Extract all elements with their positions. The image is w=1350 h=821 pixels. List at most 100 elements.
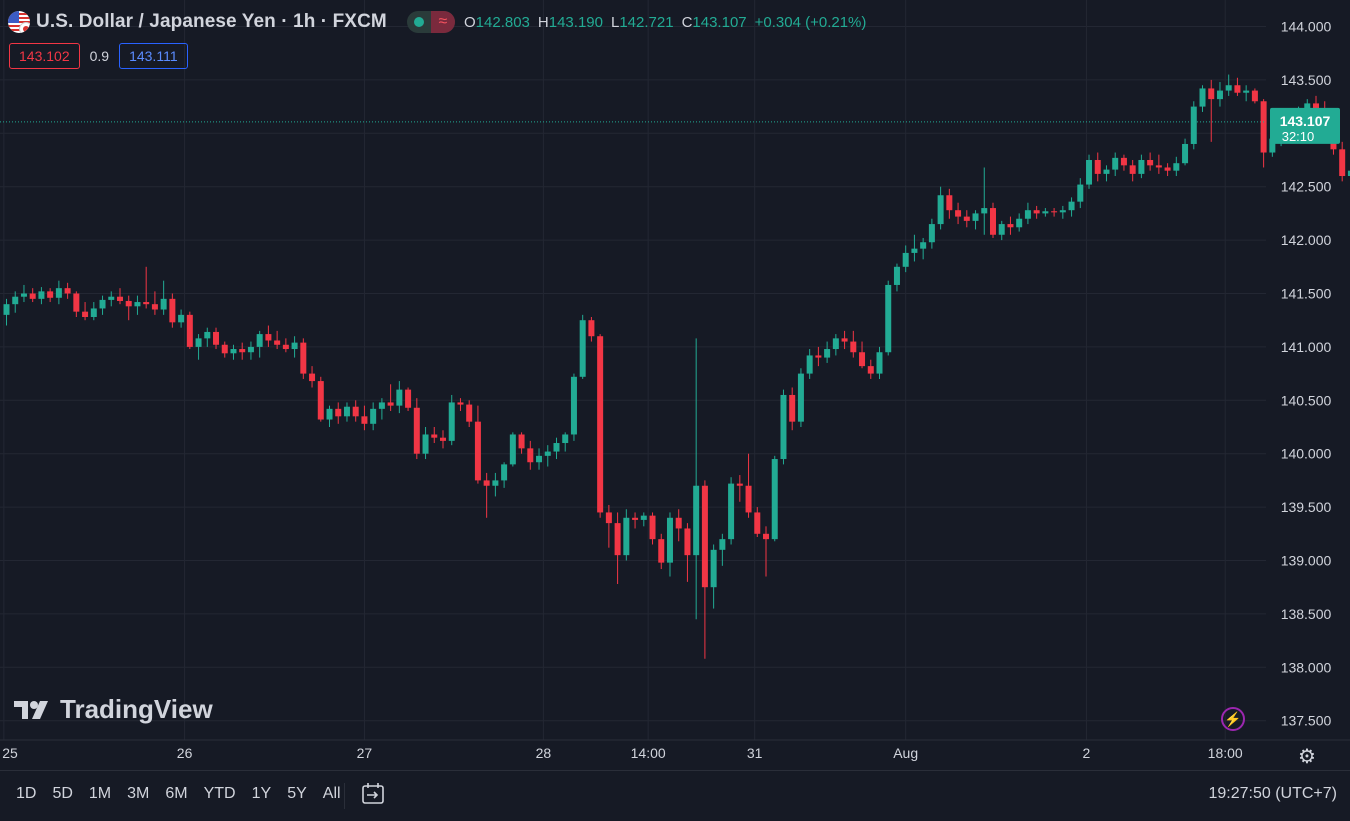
candle-body	[1191, 107, 1197, 144]
candle	[1165, 163, 1171, 176]
candle	[920, 238, 926, 259]
candle-body	[938, 195, 944, 224]
candle-body	[335, 409, 341, 416]
candle-body	[1016, 219, 1022, 228]
buy-button[interactable]: 143.111	[119, 43, 188, 69]
candle	[1060, 206, 1066, 219]
lightning-icon[interactable]: ⚡	[1221, 707, 1245, 731]
candle-body	[449, 402, 455, 440]
candle-body	[187, 315, 193, 347]
candle-body	[108, 297, 114, 300]
candle-body	[38, 291, 44, 298]
candle	[466, 400, 472, 427]
settings-gear-icon[interactable]: ⚙	[1298, 744, 1316, 769]
candle-body	[658, 539, 664, 562]
candle	[1173, 157, 1179, 176]
candle	[1147, 153, 1153, 171]
candle-body	[4, 304, 10, 315]
range-button-5d[interactable]: 5D	[44, 785, 80, 803]
candle	[702, 480, 708, 658]
x-tick-label: 31	[747, 745, 763, 761]
symbol-title[interactable]: U.S. Dollar / Japanese Yen · 1h · FXCM	[36, 11, 387, 33]
candle	[501, 462, 507, 488]
candle	[1226, 75, 1232, 96]
candle-body	[1243, 91, 1249, 93]
candle-body	[265, 334, 271, 340]
candle-body	[56, 288, 62, 298]
candle-body	[1208, 88, 1214, 99]
candle-body	[283, 345, 289, 349]
range-button-6m[interactable]: 6M	[157, 785, 195, 803]
candle-body	[1147, 160, 1153, 165]
tradingview-watermark[interactable]: TradingView	[14, 694, 213, 725]
candle-body	[1234, 85, 1240, 92]
x-tick-label: 27	[357, 745, 373, 761]
candle-body	[920, 242, 926, 248]
candle-body	[737, 484, 743, 486]
candle	[292, 336, 298, 357]
candle-body	[134, 302, 140, 306]
candle-body	[684, 528, 690, 555]
candle	[248, 342, 254, 360]
candle-body	[877, 352, 883, 373]
candle	[990, 203, 996, 238]
candle-body	[1086, 160, 1092, 185]
candle	[431, 427, 437, 443]
candle-body	[379, 402, 385, 408]
candle	[536, 448, 542, 469]
range-button-1m[interactable]: 1M	[81, 785, 119, 803]
candle	[30, 288, 36, 302]
candle-body	[143, 302, 149, 304]
candle-body	[239, 349, 245, 352]
price-axis[interactable]: 144.000143.500143.000142.500142.000141.5…	[1270, 19, 1340, 729]
candle	[47, 288, 53, 302]
candle	[580, 315, 586, 379]
candle	[423, 427, 429, 459]
candle-body	[597, 336, 603, 512]
candle-body	[47, 291, 53, 297]
candle-body	[300, 343, 306, 374]
range-button-1d[interactable]: 1D	[8, 785, 44, 803]
candle-body	[772, 459, 778, 539]
range-button-1y[interactable]: 1Y	[244, 785, 280, 803]
sell-button[interactable]: 143.102	[9, 43, 80, 69]
candle	[641, 512, 647, 526]
x-tick-label: Aug	[893, 745, 918, 761]
high-label: H	[538, 14, 549, 31]
candle-body	[466, 405, 472, 422]
candle	[1234, 78, 1240, 96]
range-button-3m[interactable]: 3M	[119, 785, 157, 803]
candle	[632, 512, 638, 528]
candle	[1138, 155, 1144, 178]
symbol-header: U.S. Dollar / Japanese Yen · 1h · FXCM ≈	[8, 10, 455, 34]
candle-body	[833, 338, 839, 349]
go-to-date-icon[interactable]	[361, 782, 385, 806]
candle-body	[65, 288, 71, 293]
candle-body	[475, 422, 481, 481]
market-status-pill[interactable]: ≈	[407, 11, 455, 33]
candle	[903, 245, 909, 272]
candle-body	[431, 434, 437, 437]
candle-body	[885, 285, 891, 352]
candle-body	[388, 402, 394, 405]
candle-body	[842, 338, 848, 341]
timezone-clock[interactable]: 19:27:50 (UTC+7)	[1208, 785, 1337, 803]
range-button-ytd[interactable]: YTD	[196, 785, 244, 803]
y-tick-label: 142.000	[1281, 232, 1332, 248]
range-button-5y[interactable]: 5Y	[279, 785, 315, 803]
y-tick-label: 141.500	[1281, 286, 1332, 302]
candle	[746, 454, 752, 518]
candle	[178, 310, 184, 328]
toolbar-divider	[344, 783, 345, 809]
candle-body	[117, 297, 123, 301]
y-tick-label: 137.500	[1281, 713, 1332, 729]
candle-body	[126, 301, 132, 306]
candle	[754, 507, 760, 537]
candle	[973, 210, 979, 229]
candle-body	[292, 343, 298, 349]
candle-body	[894, 267, 900, 285]
candle	[1252, 88, 1258, 103]
open-value: 142.803	[476, 14, 530, 31]
